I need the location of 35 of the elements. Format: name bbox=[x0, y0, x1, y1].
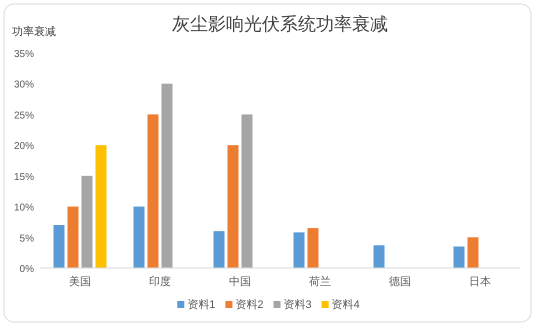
bar bbox=[214, 231, 224, 268]
y-tick-label: 5% bbox=[20, 233, 34, 244]
bar bbox=[294, 232, 304, 268]
y-tick-label: 10% bbox=[14, 202, 34, 214]
bar bbox=[82, 176, 92, 268]
x-tick-label: 荷兰 bbox=[309, 275, 331, 288]
y-tick-label: 0% bbox=[20, 264, 34, 275]
bar bbox=[96, 145, 106, 268]
bar bbox=[162, 84, 172, 268]
x-tick-label: 中国 bbox=[229, 275, 251, 288]
y-tick-label: 15% bbox=[14, 172, 34, 183]
x-tick-label: 德国 bbox=[389, 276, 411, 288]
legend-label: 资料2 bbox=[235, 298, 264, 311]
bar bbox=[134, 206, 144, 268]
y-tick-label: 30% bbox=[14, 80, 34, 91]
x-tick-label: 美国 bbox=[69, 275, 91, 288]
bar bbox=[468, 237, 478, 268]
y-tick-label: 35% bbox=[14, 49, 34, 60]
bar bbox=[148, 114, 158, 268]
legend-label: 资料1 bbox=[187, 298, 216, 311]
chart-title: 灰尘影响光伏系统功率衰减 bbox=[172, 14, 388, 34]
legend-label: 资料4 bbox=[332, 298, 360, 311]
y-axis-title: 功率衰减 bbox=[12, 25, 56, 38]
bar bbox=[54, 225, 64, 268]
bar bbox=[454, 246, 464, 268]
y-tick-label: 20% bbox=[14, 141, 34, 152]
bar bbox=[374, 245, 384, 268]
bar bbox=[228, 145, 238, 268]
x-tick-label: 印度 bbox=[149, 275, 171, 288]
bar bbox=[68, 206, 78, 268]
y-tick-label: 25% bbox=[14, 110, 34, 122]
bar bbox=[308, 228, 318, 268]
x-tick-label: 日本 bbox=[469, 275, 491, 288]
legend-label: 资料3 bbox=[284, 298, 312, 311]
bar bbox=[242, 114, 252, 268]
